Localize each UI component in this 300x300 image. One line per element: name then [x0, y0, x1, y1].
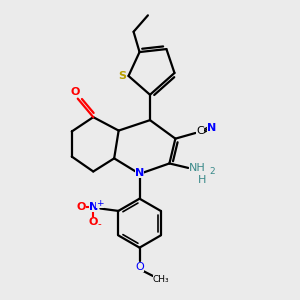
Text: +: +: [96, 199, 103, 208]
Text: CH₃: CH₃: [153, 274, 169, 284]
Text: H: H: [198, 176, 206, 185]
Text: S: S: [118, 71, 126, 81]
Text: O: O: [88, 217, 98, 227]
Text: N: N: [135, 168, 144, 178]
Text: O: O: [135, 262, 144, 272]
Text: N: N: [207, 124, 216, 134]
Text: C: C: [196, 127, 204, 136]
Text: 2: 2: [209, 167, 215, 176]
Text: -: -: [98, 219, 102, 229]
Text: O: O: [70, 87, 80, 97]
Text: N: N: [88, 202, 98, 212]
Text: O: O: [76, 202, 86, 212]
Text: NH: NH: [189, 163, 206, 173]
